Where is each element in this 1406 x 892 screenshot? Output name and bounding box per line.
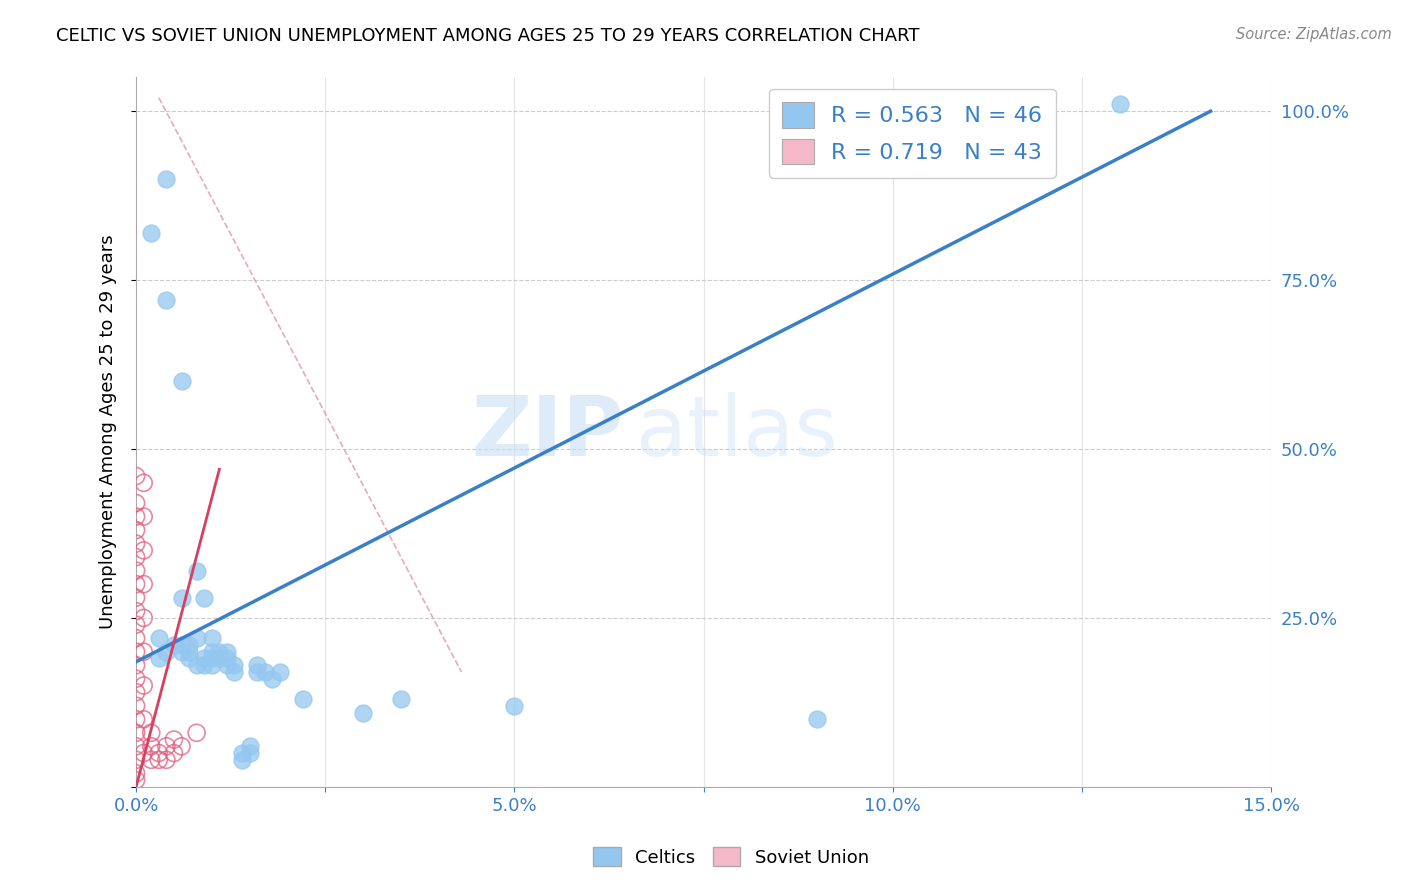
Point <box>125 658 148 673</box>
Point <box>208 651 231 665</box>
Point <box>155 293 177 308</box>
Point <box>132 577 155 591</box>
Text: atlas: atlas <box>636 392 837 473</box>
Point <box>269 665 291 679</box>
Point <box>239 739 262 754</box>
Point <box>132 712 155 726</box>
Point <box>125 753 148 767</box>
Point <box>170 739 193 754</box>
Point <box>125 685 148 699</box>
Point <box>1108 97 1130 112</box>
Y-axis label: Unemployment Among Ages 25 to 29 years: Unemployment Among Ages 25 to 29 years <box>100 235 117 630</box>
Point <box>125 604 148 618</box>
Point <box>503 698 526 713</box>
Point <box>125 617 148 632</box>
Point <box>132 645 155 659</box>
Point <box>125 496 148 510</box>
Point <box>141 726 163 740</box>
Point <box>224 658 246 673</box>
Point <box>201 651 224 665</box>
Point <box>141 739 163 754</box>
Text: CELTIC VS SOVIET UNION UNEMPLOYMENT AMONG AGES 25 TO 29 YEARS CORRELATION CHART: CELTIC VS SOVIET UNION UNEMPLOYMENT AMON… <box>56 27 920 45</box>
Point <box>125 564 148 578</box>
Point <box>193 591 215 605</box>
Point <box>177 651 200 665</box>
Point <box>231 753 253 767</box>
Point <box>239 746 262 760</box>
Point <box>177 645 200 659</box>
Point <box>141 753 163 767</box>
Point <box>125 766 148 780</box>
Point <box>352 706 374 720</box>
Point <box>163 638 186 652</box>
Point <box>163 746 186 760</box>
Point <box>125 509 148 524</box>
Point <box>132 611 155 625</box>
Point <box>186 631 208 645</box>
Point <box>132 543 155 558</box>
Point <box>186 726 208 740</box>
Point <box>155 171 177 186</box>
Point <box>132 509 155 524</box>
Point <box>155 739 177 754</box>
Point <box>148 746 170 760</box>
Point <box>125 550 148 565</box>
Point <box>125 712 148 726</box>
Point <box>148 753 170 767</box>
Point <box>125 523 148 537</box>
Point <box>125 469 148 483</box>
Point <box>253 665 276 679</box>
Point <box>170 591 193 605</box>
Point <box>208 645 231 659</box>
Point <box>389 692 412 706</box>
Point <box>132 475 155 490</box>
Point <box>125 739 148 754</box>
Point <box>125 698 148 713</box>
Point <box>141 226 163 240</box>
Point <box>125 773 148 788</box>
Point <box>125 631 148 645</box>
Point <box>806 712 828 726</box>
Point <box>170 645 193 659</box>
Text: Source: ZipAtlas.com: Source: ZipAtlas.com <box>1236 27 1392 42</box>
Point <box>125 591 148 605</box>
Point <box>201 645 224 659</box>
Point <box>177 638 200 652</box>
Point <box>224 665 246 679</box>
Point <box>246 658 269 673</box>
Point <box>215 651 238 665</box>
Point <box>148 631 170 645</box>
Legend: R = 0.563   N = 46, R = 0.719   N = 43: R = 0.563 N = 46, R = 0.719 N = 43 <box>769 88 1056 178</box>
Point <box>170 638 193 652</box>
Legend: Celtics, Soviet Union: Celtics, Soviet Union <box>586 840 876 874</box>
Point <box>201 658 224 673</box>
Point <box>125 577 148 591</box>
Point <box>132 746 155 760</box>
Point <box>125 672 148 686</box>
Point <box>215 645 238 659</box>
Point <box>170 375 193 389</box>
Point <box>148 651 170 665</box>
Point <box>193 651 215 665</box>
Point <box>201 631 224 645</box>
Point <box>186 564 208 578</box>
Point <box>155 645 177 659</box>
Point <box>186 658 208 673</box>
Point <box>291 692 314 706</box>
Point <box>155 753 177 767</box>
Point <box>163 732 186 747</box>
Point <box>125 536 148 550</box>
Point <box>193 658 215 673</box>
Text: ZIP: ZIP <box>471 392 624 473</box>
Point <box>231 746 253 760</box>
Point <box>246 665 269 679</box>
Point <box>125 645 148 659</box>
Point <box>215 658 238 673</box>
Point <box>262 672 284 686</box>
Point <box>125 726 148 740</box>
Point <box>132 678 155 692</box>
